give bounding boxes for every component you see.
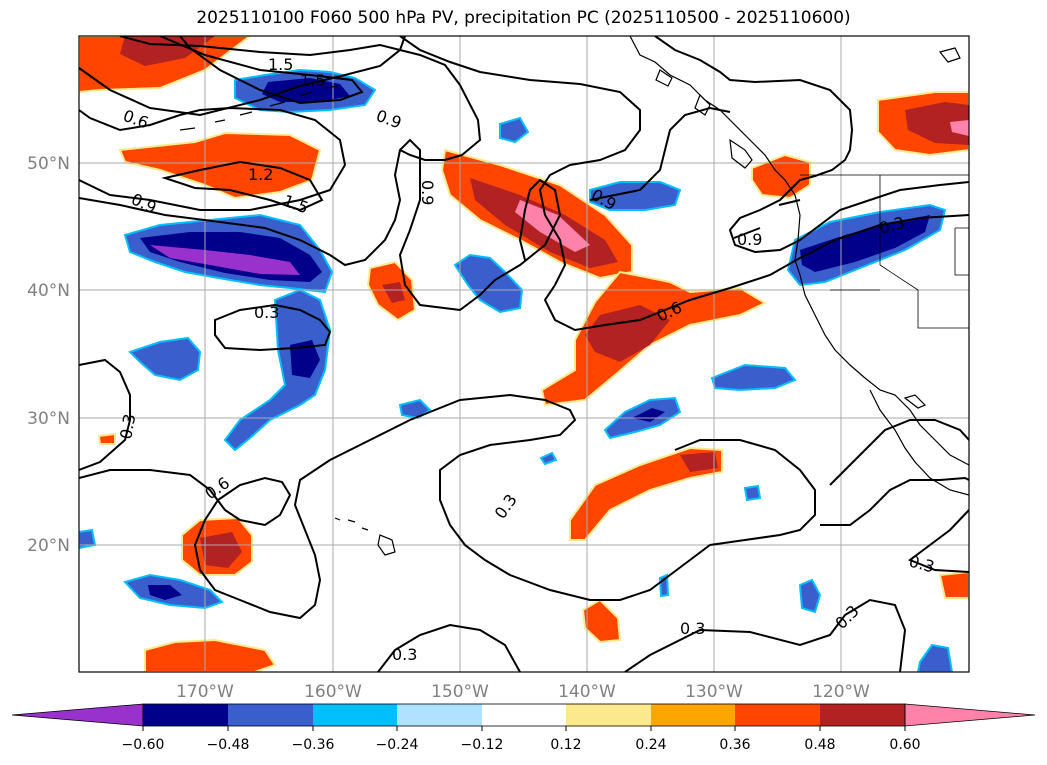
anomaly-patch <box>499 116 530 144</box>
colorbar-segment <box>566 704 651 726</box>
colorbar-tick-label: −0.60 <box>122 737 165 753</box>
map-frame <box>78 35 970 673</box>
colorbar-tick-label: −0.24 <box>376 737 419 753</box>
lon-label: 150°W <box>431 682 489 702</box>
contour-line <box>79 36 406 117</box>
contour-line <box>399 36 969 332</box>
contour-label: 1.2 <box>248 165 273 184</box>
contour-line <box>159 36 364 105</box>
contour-label: 1.5 <box>268 55 293 74</box>
anomaly-patch <box>950 120 969 136</box>
colorbar-tick-label: 0.60 <box>889 737 920 753</box>
pv-contours <box>79 36 969 672</box>
anomaly-patch <box>905 102 969 145</box>
contour-line <box>161 160 324 212</box>
colorbar-tick-label: −0.48 <box>207 737 250 753</box>
anomaly-patch <box>144 638 277 672</box>
map-title: 2025110100 F060 500 hPa PV, precipitatio… <box>196 8 851 28</box>
contour-line <box>733 199 801 239</box>
map-area: 1.5 1.5 0.6 0.9 1.2 1.5 0.9 0.9 0.9 0.9 … <box>79 36 969 672</box>
lon-label: 120°W <box>812 682 870 702</box>
anomaly-patch <box>128 336 202 382</box>
lon-label: 170°W <box>176 682 234 702</box>
colorbar-segment <box>397 704 482 726</box>
lon-label: 140°W <box>558 682 616 702</box>
borders <box>800 174 969 329</box>
colorbar: −0.60 −0.48 −0.36 −0.24 −0.12 0.12 0.24 … <box>11 703 1036 753</box>
contour-label: 0.3 <box>254 303 279 322</box>
lon-label: 160°W <box>304 682 362 702</box>
anomaly-patch <box>262 78 350 102</box>
latitude-labels: 50°N 40°N 30°N 20°N <box>27 154 70 556</box>
contour-line <box>624 598 907 672</box>
colorbar-segment <box>313 704 397 726</box>
colorbar-tick-label: 0.24 <box>635 737 666 753</box>
contour-line <box>907 509 969 573</box>
anomaly-patch <box>382 282 405 303</box>
colorbar-segment <box>143 704 228 726</box>
colorbar-extend-low <box>11 703 144 727</box>
anomaly-patch <box>589 181 682 211</box>
anomaly-patch <box>148 585 182 600</box>
contour-line <box>79 138 562 312</box>
contour-line <box>377 623 521 672</box>
lon-label: 130°W <box>685 682 743 702</box>
anomaly-patch <box>800 215 930 272</box>
lat-label: 40°N <box>27 281 70 301</box>
colorbar-tick-label: 0.12 <box>550 737 581 753</box>
contour-label: 0.3 <box>680 619 705 638</box>
contour-line <box>79 106 347 211</box>
anomaly-patch <box>150 245 300 275</box>
anomaly-patch <box>569 446 723 541</box>
contour-line <box>829 419 969 486</box>
anomaly-patch <box>710 363 797 392</box>
contour-line <box>119 36 482 161</box>
lat-label: 30°N <box>27 409 70 429</box>
anomaly-patch <box>97 432 116 445</box>
lat-label: 50°N <box>27 154 70 174</box>
anomaly-patch <box>223 288 332 452</box>
colorbar-tick-label: −0.12 <box>461 737 504 753</box>
contour-label: 0.9 <box>737 230 762 249</box>
anomaly-patch <box>200 532 242 568</box>
anomaly-patch <box>938 570 969 599</box>
anomaly-patch <box>290 340 320 378</box>
colorbar-segment <box>482 704 566 726</box>
contour-label: 0.3 <box>392 645 417 664</box>
coastlines <box>179 36 969 556</box>
colorbar-tick-label: −0.36 <box>292 737 335 753</box>
contour-line <box>820 476 969 526</box>
colorbar-segment <box>228 704 313 726</box>
positive-anomaly-areas <box>79 36 969 672</box>
anomaly-patch <box>680 452 718 472</box>
colorbar-segment <box>820 704 905 726</box>
contour-line <box>589 106 731 201</box>
anomaly-patch <box>798 578 822 614</box>
colorbar-segment <box>735 704 820 726</box>
anomaly-patch <box>453 253 524 314</box>
lat-label: 20°N <box>27 536 70 556</box>
anomaly-patch <box>916 643 954 672</box>
contour-line <box>214 303 332 352</box>
contour-line <box>79 358 131 471</box>
contour-label: 1.5 <box>300 71 325 90</box>
colorbar-tick-label: 0.48 <box>804 737 835 753</box>
anomaly-patch <box>120 36 215 66</box>
contour-line <box>654 36 969 254</box>
longitude-labels: 170°W 160°W 150°W 140°W 130°W 120°W <box>176 682 870 702</box>
anomaly-patch <box>585 305 670 362</box>
contour-label: 0.9 <box>418 180 437 205</box>
contour-label: 0.3 <box>116 412 139 440</box>
colorbar-segment <box>651 704 735 726</box>
anomaly-patch <box>743 484 762 502</box>
anomaly-patch <box>539 451 558 466</box>
graticule <box>79 36 969 672</box>
contour-line <box>79 393 816 620</box>
colorbar-tick-label: 0.36 <box>719 737 750 753</box>
colorbar-extend-high <box>904 703 1036 727</box>
